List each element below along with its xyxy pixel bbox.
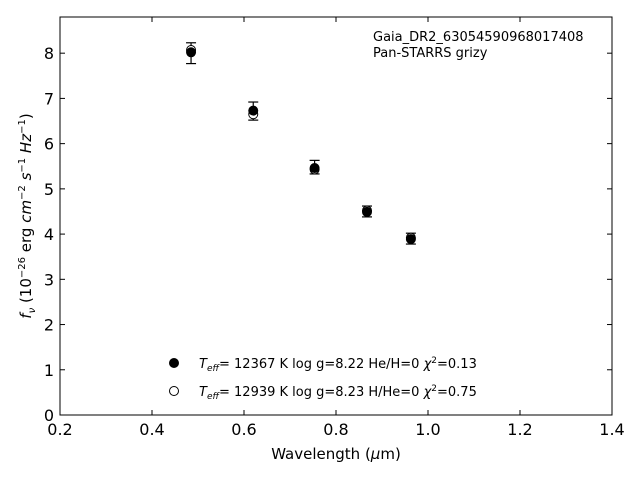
x-tick-label: 1.0 [415,420,440,439]
annotation-survey: Pan-STARRS grizy [373,46,488,61]
x-tick-label: 0.2 [47,420,72,439]
y-tick-label: 3 [44,270,54,289]
plot-area [59,16,613,416]
y-tick-label: 7 [44,89,54,108]
filled-circle-point [362,206,373,217]
data-markers [186,45,416,245]
legend-marker-filled [169,358,179,368]
annotation-object-id: Gaia_DR2_63054590968017408 [373,30,584,45]
filled-circle-point [248,105,259,116]
x-tick-label: 1.2 [507,420,532,439]
y-axis-title: fν (10−26 erg cm−2 s−1 Hz−1) [17,113,38,318]
x-tick-label: 0.8 [323,420,348,439]
y-tick-label: 6 [44,135,54,154]
legend: Teff= 12367 K log g=8.22 He/H=0 χ2=0.13 … [169,356,477,402]
legend-label-1: Teff= 12367 K log g=8.22 He/H=0 χ2=0.13 [199,356,477,374]
y-tick-label: 4 [44,225,54,244]
y-tick-label: 2 [44,316,54,335]
filled-circle-point [309,163,320,174]
x-tick-label: 0.6 [231,420,256,439]
y-tick-label: 5 [44,180,54,199]
x-axis-title: Wavelength (μm) [271,445,401,463]
filled-circle-point [186,47,197,58]
y-tick-label: 8 [44,44,54,63]
y-tick-label: 1 [44,361,54,380]
filled-circle-point [405,234,416,245]
legend-marker-open [169,386,179,396]
y-tick-label: 0 [44,406,54,425]
legend-label-2: Teff= 12939 K log g=8.23 H/He=0 χ2=0.75 [199,384,477,402]
x-tick-label: 1.4 [599,420,624,439]
x-tick-label: 0.4 [139,420,164,439]
axis-ticks: 0.2 0.4 0.6 0.8 1.0 1.2 1.4 0 1 2 3 4 5 6 7 8 [44,17,625,439]
